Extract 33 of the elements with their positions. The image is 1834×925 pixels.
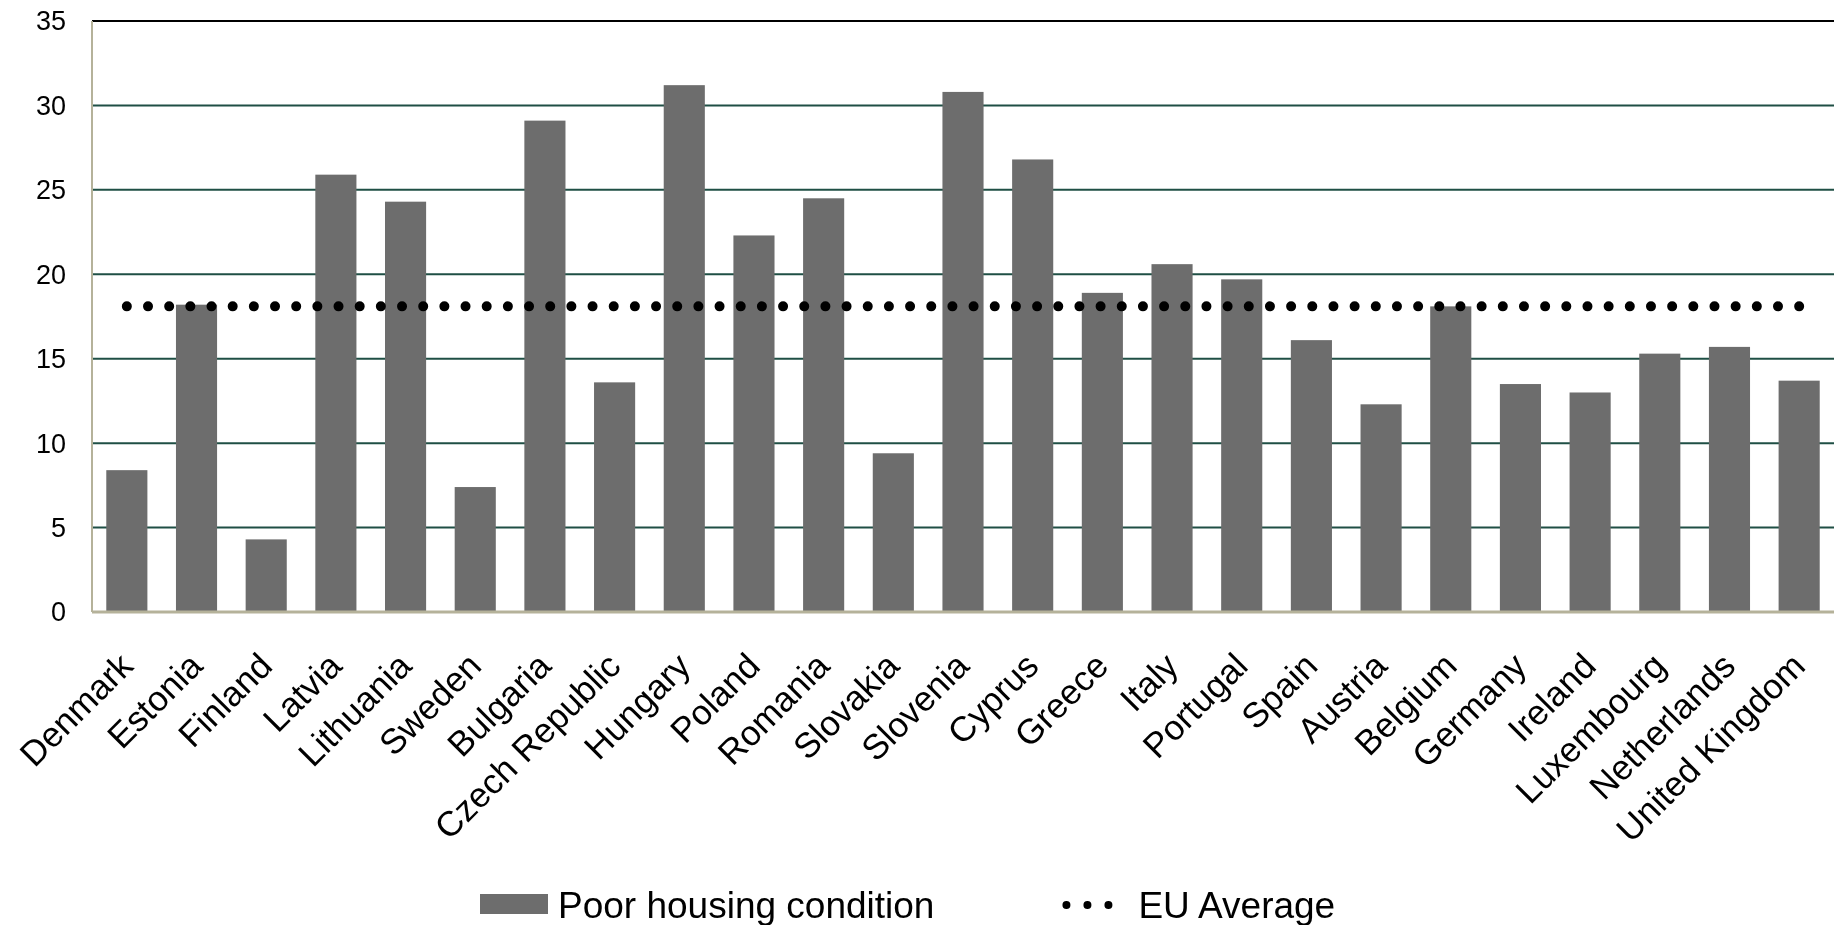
bar xyxy=(1081,292,1123,612)
bar xyxy=(1290,340,1332,612)
bar xyxy=(1360,404,1402,612)
y-tick-label: 20 xyxy=(35,259,66,290)
bar xyxy=(454,487,496,612)
bar xyxy=(1430,306,1472,612)
bar xyxy=(245,539,287,612)
bar xyxy=(315,174,357,612)
y-tick-label: 15 xyxy=(35,344,66,375)
bar xyxy=(1151,264,1193,612)
y-tick-label: 5 xyxy=(50,513,66,544)
y-tick-label: 0 xyxy=(50,597,66,628)
bar xyxy=(663,85,705,612)
bar xyxy=(1499,384,1541,612)
bar xyxy=(385,201,427,612)
bar xyxy=(524,120,566,612)
y-tick-label: 25 xyxy=(35,175,66,206)
bar xyxy=(106,470,148,612)
bar xyxy=(803,198,845,612)
y-tick-label: 30 xyxy=(35,90,66,121)
y-tick-label: 35 xyxy=(35,6,66,37)
bar xyxy=(1569,392,1611,612)
bar xyxy=(1708,346,1751,612)
y-tick-label: 10 xyxy=(35,428,66,459)
bar xyxy=(175,304,218,612)
bar xyxy=(733,235,775,612)
bar xyxy=(1639,353,1681,612)
bar xyxy=(1778,380,1820,612)
bar xyxy=(594,382,636,612)
bar xyxy=(1221,279,1263,612)
bar xyxy=(872,453,914,612)
bar xyxy=(1012,159,1054,612)
bar xyxy=(942,91,984,612)
